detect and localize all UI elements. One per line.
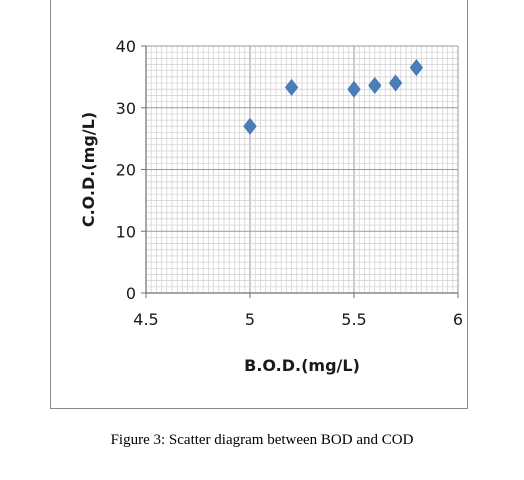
- x-tick-label: 4.5: [133, 310, 158, 329]
- scatter-point: [388, 74, 403, 92]
- x-tick-label: 6: [453, 310, 463, 329]
- grid: [146, 45, 459, 293]
- x-tick-label: 5.5: [341, 310, 366, 329]
- axes: [141, 45, 459, 298]
- x-axis-title: B.O.D.(mg/L): [244, 356, 360, 375]
- scatter-point: [409, 59, 424, 77]
- x-tick-label: 5: [245, 310, 255, 329]
- y-tick-label: 20: [116, 161, 136, 180]
- y-tick-label: 0: [126, 284, 136, 303]
- tick-labels: 4.5 5 5.5 6 0 10 20 30 40: [116, 37, 463, 329]
- y-tick-label: 40: [116, 37, 136, 56]
- scatter-point: [243, 117, 257, 135]
- y-axis-title: C.O.D.(mg/L): [79, 112, 98, 227]
- data-points: [243, 59, 424, 135]
- figure-caption: Figure 3: Scatter diagram between BOD an…: [110, 432, 414, 448]
- scatter-point: [347, 80, 361, 98]
- chart-frame: 4.5 5 5.5 6 0 10 20 30 40 B.O.D.(mg/L) C.O.D.(mg…: [50, 0, 468, 409]
- scatter-point: [284, 78, 299, 96]
- y-tick-label: 10: [116, 222, 136, 241]
- y-tick-label: 30: [116, 99, 136, 118]
- scatter-point: [368, 77, 382, 95]
- scatter-chart: 4.5 5 5.5 6 0 10 20 30 40 B.O.D.(mg/L) C.O.D.(mg…: [79, 37, 463, 375]
